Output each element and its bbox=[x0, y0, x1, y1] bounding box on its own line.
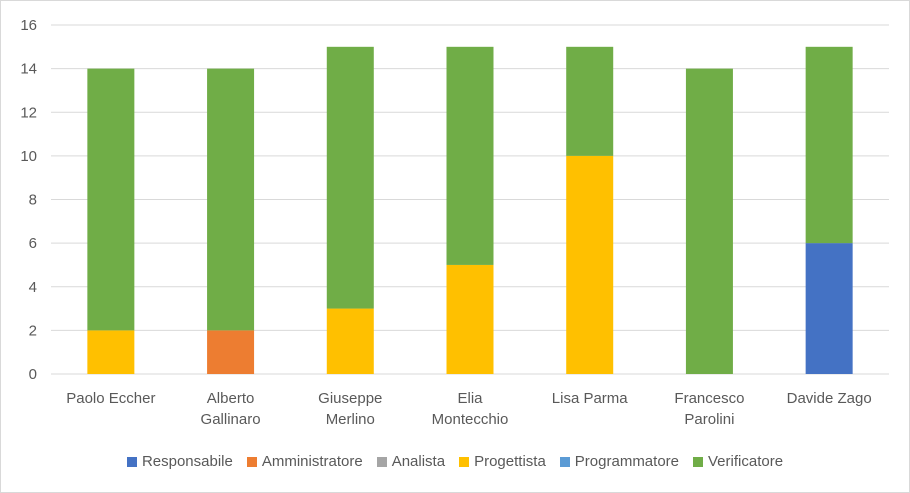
x-tick-label: Paolo Eccher bbox=[66, 390, 155, 407]
x-tick-label: Davide Zago bbox=[787, 390, 872, 407]
x-tick-label: Elia Montecchio bbox=[432, 390, 509, 428]
y-tick-label: 2 bbox=[29, 322, 37, 339]
legend-item: Analista bbox=[376, 453, 446, 470]
bar-progettista bbox=[87, 330, 135, 374]
legend-swatch bbox=[376, 456, 387, 467]
bar-verificatore bbox=[685, 68, 733, 374]
y-tick-label: 0 bbox=[29, 366, 37, 383]
y-tick-label: 4 bbox=[29, 279, 37, 296]
y-tick-label: 14 bbox=[20, 61, 37, 78]
bar-progettista bbox=[446, 264, 494, 374]
bar-verificatore bbox=[207, 68, 255, 331]
y-tick-label: 8 bbox=[29, 192, 37, 209]
legend-item: Programmatore bbox=[559, 453, 679, 470]
x-tick-label: Francesco Parolini bbox=[674, 390, 744, 428]
legend-label: Programmatore bbox=[574, 453, 679, 470]
legend-swatch bbox=[693, 456, 703, 467]
bar-verificatore bbox=[805, 46, 853, 244]
y-tick-label: 10 bbox=[20, 148, 37, 165]
bar-responsabile bbox=[805, 243, 853, 374]
bar-amministratore bbox=[207, 330, 255, 374]
x-tick-label: Giuseppe Merlino bbox=[318, 390, 382, 428]
legend-swatch bbox=[246, 456, 257, 467]
x-tick-label: Alberto Gallinaro bbox=[201, 390, 261, 428]
legend-swatch bbox=[126, 456, 137, 467]
legend-item: Verificatore bbox=[693, 453, 783, 470]
legend-label: Amministratore bbox=[261, 453, 363, 470]
legend-label: Progettista bbox=[474, 453, 546, 470]
bar-progettista bbox=[566, 155, 614, 374]
bar-verificatore bbox=[87, 68, 135, 331]
bar-verificatore bbox=[326, 46, 374, 309]
legend-item: Amministratore bbox=[246, 453, 363, 470]
legend-item: Progettista bbox=[459, 453, 546, 470]
legend-swatch bbox=[559, 456, 570, 467]
y-tick-label: 12 bbox=[20, 104, 37, 121]
x-tick-label: Lisa Parma bbox=[552, 390, 629, 407]
legend-label: Verificatore bbox=[708, 453, 784, 470]
legend-label: Responsabile bbox=[141, 453, 233, 470]
legend-swatch bbox=[459, 456, 470, 467]
y-tick-label: 6 bbox=[29, 235, 37, 252]
legend-item: Responsabile bbox=[126, 453, 233, 470]
y-tick-label: 16 bbox=[20, 17, 37, 34]
bar-verificatore bbox=[566, 46, 614, 156]
chart-legend: Responsabile Amministratore Analista Proget… bbox=[1, 453, 909, 470]
legend-label: Analista bbox=[391, 453, 446, 470]
bar-verificatore bbox=[446, 46, 494, 265]
bar-progettista bbox=[326, 308, 374, 374]
